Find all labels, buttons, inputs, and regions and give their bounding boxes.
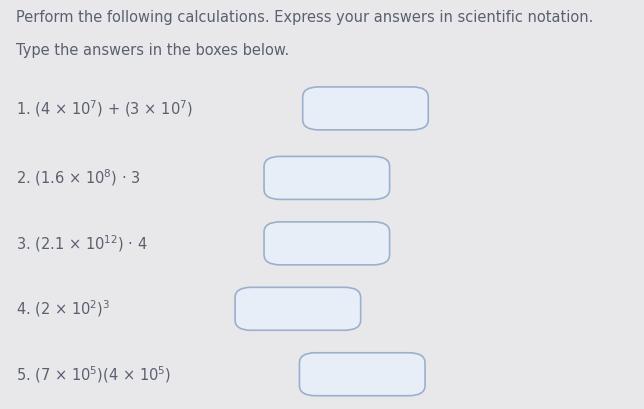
FancyBboxPatch shape	[235, 287, 361, 330]
FancyBboxPatch shape	[264, 222, 390, 265]
Text: Type the answers in the boxes below.: Type the answers in the boxes below.	[16, 43, 289, 58]
FancyBboxPatch shape	[264, 157, 390, 200]
Text: 2. (1.6 × 10$^8$) · 3: 2. (1.6 × 10$^8$) · 3	[16, 168, 140, 188]
Text: Perform the following calculations. Express your answers in scientific notation.: Perform the following calculations. Expr…	[16, 10, 594, 25]
FancyBboxPatch shape	[299, 353, 425, 396]
Text: 4. (2 × 10$^2$)$^3$: 4. (2 × 10$^2$)$^3$	[16, 299, 111, 319]
Text: 3. (2.1 × 10$^{12}$) · 4: 3. (2.1 × 10$^{12}$) · 4	[16, 233, 147, 254]
FancyBboxPatch shape	[303, 87, 428, 130]
Text: 1. (4 × 10$^7$) + (3 × 10$^7$): 1. (4 × 10$^7$) + (3 × 10$^7$)	[16, 98, 193, 119]
Text: 5. (7 × 10$^5$)(4 × 10$^5$): 5. (7 × 10$^5$)(4 × 10$^5$)	[16, 364, 171, 384]
